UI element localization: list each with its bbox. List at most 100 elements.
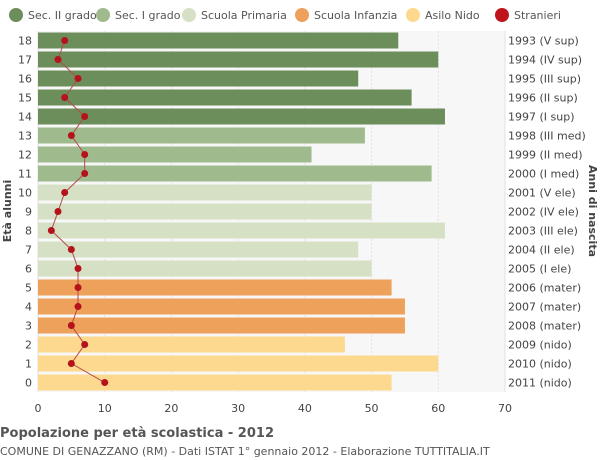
age-tick-17: 17 (18, 54, 32, 67)
legend-label-scuola-infanzia: Scuola Infanzia (314, 9, 397, 22)
legend-swatch-sec-i-grado (96, 8, 110, 22)
bar-age-2 (38, 336, 345, 353)
stranieri-point-age-12 (81, 151, 89, 158)
birth-tick-13: 1998 (III med) (508, 130, 586, 143)
bar-age-4 (38, 298, 405, 315)
chart-subtitle: COMUNE DI GENAZZANO (RM) - Dati ISTAT 1°… (0, 445, 490, 458)
bar-age-17 (38, 51, 439, 68)
y-axis-title-left: Età alunni (1, 180, 14, 242)
chart-title: Popolazione per età scolastica - 2012 (0, 426, 274, 441)
x-tick-20: 20 (164, 402, 178, 415)
birth-tick-0: 2011 (nido) (508, 377, 572, 390)
stranieri-point-age-8 (47, 227, 55, 234)
x-tick-40: 40 (298, 402, 312, 415)
birth-tick-2: 2009 (nido) (508, 339, 572, 352)
birth-year-tick-labels: 1993 (V sup) 1994 (IV sup) 1995 (III sup) 1… (508, 35, 586, 390)
bar-age-18 (38, 32, 399, 49)
x-tick-30: 30 (231, 402, 245, 415)
legend-swatch-sec-ii-grado (9, 8, 23, 22)
birth-tick-14: 1997 (I sup) (508, 111, 575, 124)
bar-age-3 (38, 317, 405, 334)
y-axis-title-right: Anni di nascita (586, 165, 599, 257)
stranieri-point-age-13 (67, 132, 75, 139)
stranieri-point-age-3 (67, 322, 75, 329)
age-tick-18: 18 (18, 35, 32, 48)
stranieri-point-age-4 (74, 303, 82, 310)
age-tick-1: 1 (25, 358, 32, 371)
age-tick-4: 4 (25, 301, 32, 314)
legend-swatch-asilo-nido (406, 8, 420, 22)
legend-label-sec-i-grado: Sec. I grado (115, 9, 181, 22)
bar-age-12 (38, 146, 312, 163)
bar-age-10 (38, 184, 372, 201)
legend-swatch-scuola-primaria (182, 8, 196, 22)
stranieri-point-age-11 (81, 170, 89, 177)
x-tick-50: 50 (365, 402, 379, 415)
x-tick-10: 10 (98, 402, 112, 415)
birth-tick-18: 1993 (V sup) (508, 35, 579, 48)
legend-swatch-scuola-infanzia (295, 8, 309, 22)
age-tick-10: 10 (18, 187, 32, 200)
age-tick-3: 3 (25, 320, 32, 333)
birth-tick-3: 2008 (mater) (508, 320, 581, 333)
legend-label-sec-ii-grado: Sec. II grado (28, 9, 97, 22)
stranieri-point-age-0 (101, 379, 109, 386)
birth-tick-16: 1995 (III sup) (508, 73, 581, 86)
stranieri-series (47, 37, 109, 386)
bar-age-5 (38, 279, 392, 296)
birth-tick-1: 2010 (nido) (508, 358, 572, 371)
bar-age-13 (38, 127, 365, 144)
bar-age-16 (38, 70, 359, 87)
bar-age-7 (38, 241, 359, 258)
birth-tick-7: 2004 (II ele) (508, 244, 575, 257)
birth-tick-8: 2003 (III ele) (508, 225, 578, 238)
legend-label-asilo-nido: Asilo Nido (425, 9, 480, 22)
bar-age-0 (38, 374, 392, 391)
stranieri-point-age-10 (61, 189, 69, 196)
age-tick-0: 0 (25, 377, 32, 390)
legend: Sec. II grado Sec. I grado Scuola Primaria… (9, 8, 561, 22)
legend-swatch-stranieri (495, 8, 509, 22)
stranieri-point-age-6 (74, 265, 82, 272)
stranieri-point-age-9 (54, 208, 62, 215)
stranieri-point-age-1 (67, 360, 75, 367)
stranieri-point-age-17 (54, 56, 62, 63)
age-tick-7: 7 (25, 244, 32, 257)
birth-tick-10: 2001 (V ele) (508, 187, 576, 200)
bars (38, 32, 445, 391)
age-tick-11: 11 (18, 168, 32, 181)
bar-age-8 (38, 222, 445, 239)
age-tick-5: 5 (25, 282, 32, 295)
age-tick-15: 15 (18, 92, 32, 105)
bar-age-9 (38, 203, 372, 220)
bar-age-11 (38, 165, 432, 182)
age-tick-8: 8 (25, 225, 32, 238)
birth-tick-6: 2005 (I ele) (508, 263, 571, 276)
stranieri-point-age-7 (67, 246, 75, 253)
x-tick-60: 60 (431, 402, 445, 415)
bar-age-1 (38, 355, 439, 372)
age-distribution-chart: Sec. II grado Sec. I grado Scuola Primaria… (1, 8, 599, 415)
bar-age-15 (38, 89, 412, 106)
birth-tick-11: 2000 (I med) (508, 168, 579, 181)
x-tick-0: 0 (35, 402, 42, 415)
age-tick-13: 13 (18, 130, 32, 143)
birth-tick-17: 1994 (IV sup) (508, 54, 582, 67)
age-tick-14: 14 (18, 111, 32, 124)
age-tick-16: 16 (18, 73, 32, 86)
age-tick-2: 2 (25, 339, 32, 352)
legend-label-stranieri: Stranieri (514, 9, 561, 22)
age-tick-12: 12 (18, 149, 32, 162)
stranieri-point-age-15 (61, 94, 69, 101)
age-tick-6: 6 (25, 263, 32, 276)
stranieri-point-age-5 (74, 284, 82, 291)
x-tick-70: 70 (498, 402, 512, 415)
age-tick-9: 9 (25, 206, 32, 219)
bar-age-14 (38, 108, 445, 125)
birth-tick-5: 2006 (mater) (508, 282, 581, 295)
birth-tick-9: 2002 (IV ele) (508, 206, 579, 219)
stranieri-point-age-16 (74, 75, 82, 82)
legend-label-scuola-primaria: Scuola Primaria (201, 9, 287, 22)
x-tick-labels: 0 10 20 30 40 50 60 70 (35, 402, 513, 415)
